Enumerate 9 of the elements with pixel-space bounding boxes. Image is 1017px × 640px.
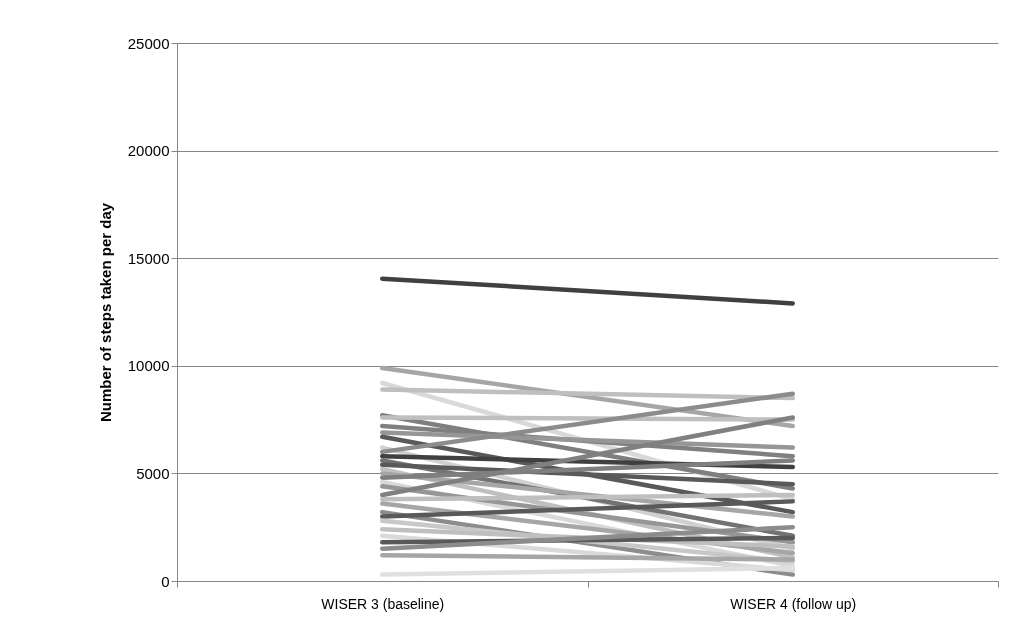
y-axis-title: Number of steps taken per day (96, 202, 114, 423)
y-tick-label: 0 (161, 572, 170, 590)
y-tick-label: 10000 (127, 357, 170, 375)
y-tick-label: 15000 (127, 249, 170, 267)
y-tick-label: 20000 (127, 142, 170, 160)
y-tick-label: 5000 (136, 464, 170, 482)
x-tick-label: WISER 3 (baseline) (321, 595, 445, 612)
x-tick-label: WISER 4 (follow up) (730, 595, 857, 612)
y-tick-label: 25000 (127, 34, 170, 52)
